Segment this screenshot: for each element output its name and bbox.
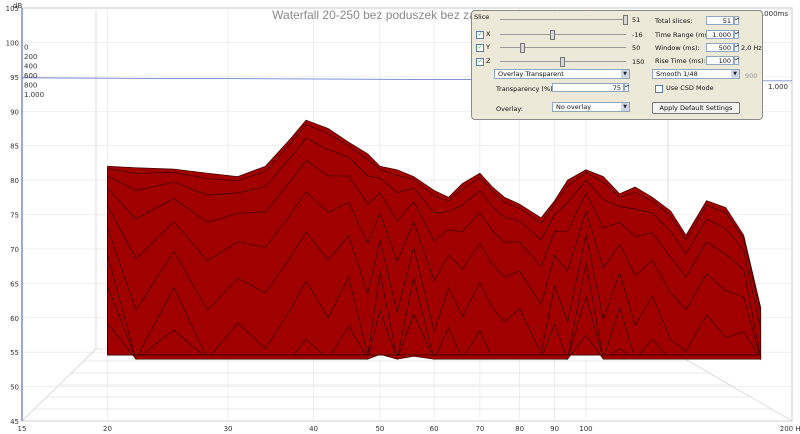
depth-tick-label: 200	[24, 53, 37, 61]
overlay-select[interactable]: No overlay ▼	[552, 102, 630, 112]
x-checkbox[interactable]: ✓	[476, 31, 484, 39]
use-csd-checkbox[interactable]	[655, 85, 663, 93]
smoothing-select[interactable]: Smooth 1/48 ▼	[652, 69, 740, 79]
x-tick-label: 100	[579, 425, 592, 433]
total-slices-label: Total slices:	[655, 17, 693, 25]
overlay-mode-value: Overlay Transparent	[498, 70, 564, 78]
time-range-spinner[interactable]: ▴▾	[734, 30, 739, 39]
z-label: Z	[486, 57, 491, 65]
rise-time-spinner[interactable]: ▴▾	[734, 56, 739, 65]
chart-title: Waterfall 20-250 bez poduszek bez zasłon	[272, 8, 498, 22]
slice-slider[interactable]	[500, 15, 628, 25]
rise-time-input[interactable]: 100	[706, 56, 734, 65]
window-label: Window (ms):	[655, 44, 700, 52]
smoothing-value: Smooth 1/48	[656, 70, 698, 78]
transparency-input[interactable]: 75	[552, 83, 624, 92]
y-tick-label: 85	[10, 143, 19, 151]
overlay-mode-select[interactable]: Overlay Transparent ▼	[494, 69, 630, 79]
x-tick-label: 200 Hz	[780, 425, 800, 433]
x-tick-label: 60	[430, 425, 439, 433]
x-tick-label: 40	[309, 425, 318, 433]
axes: 45 50 55 60 65 70 75 80 85 90 95 100 105 15 20 30 40 50 60…	[6, 5, 800, 433]
x-slider[interactable]	[500, 30, 626, 40]
y-tick-label: 105	[6, 5, 19, 13]
use-csd-label: Use CSD Mode	[666, 84, 714, 92]
time-axis-label-top: 1.000ms	[757, 10, 788, 18]
y-slider-thumb[interactable]	[520, 43, 525, 53]
depth-tick-label: 600	[24, 72, 37, 80]
x-tick-label: 30	[224, 425, 233, 433]
y-value: 50	[632, 44, 641, 52]
x-tick-label: 90	[550, 425, 559, 433]
x-tick-label: 20	[103, 425, 112, 433]
chevron-down-icon[interactable]: ▼	[731, 70, 739, 78]
x-slider-thumb[interactable]	[550, 30, 555, 40]
y-tick-label: 50	[10, 384, 19, 392]
x-value: -16	[632, 31, 643, 39]
time-axis-label-right: 1.000	[768, 83, 788, 91]
slice-value: 51	[632, 16, 641, 24]
z-slider[interactable]	[500, 57, 626, 67]
x-label: X	[486, 30, 491, 38]
window-spinner[interactable]: ▴▾	[734, 43, 739, 52]
rise-time-label: Rise Time (ms):	[655, 57, 706, 65]
depth-tick-label: 800	[24, 81, 37, 89]
z-slider-thumb[interactable]	[560, 57, 565, 67]
x-tick-label: 80	[515, 425, 524, 433]
window-input[interactable]: 500	[706, 43, 734, 52]
transparency-spinner[interactable]: ▴▾	[624, 83, 629, 92]
y-tick-label: 100	[6, 39, 19, 47]
apply-default-settings-button[interactable]: Apply Default Settings	[652, 102, 740, 114]
y-tick-label: 45	[10, 418, 19, 426]
smoothing-side: 900	[745, 72, 758, 80]
chevron-down-icon[interactable]: ▼	[621, 70, 629, 78]
x-tick-label: 50	[375, 425, 384, 433]
x-tick-label: 15	[18, 425, 27, 433]
chevron-down-icon[interactable]: ▼	[621, 103, 629, 111]
overlay-value: No overlay	[556, 103, 592, 111]
z-checkbox[interactable]: ✓	[476, 58, 484, 66]
depth-tick-label: 400	[24, 62, 37, 70]
y-tick-label: 55	[10, 349, 19, 357]
y-tick-label: 60	[10, 315, 19, 323]
y-axis-label: dB	[13, 2, 22, 10]
slice-slider-thumb[interactable]	[623, 15, 628, 25]
time-range-label: Time Range (ms):	[655, 31, 713, 39]
y-tick-label: 80	[10, 177, 19, 185]
z-value: 150	[632, 58, 645, 66]
waterfall-surface	[107, 119, 762, 361]
y-tick-label: 75	[10, 212, 19, 220]
time-range-input[interactable]: 1.000	[706, 30, 734, 39]
waterfall-controls-panel: Slice 51 ✓ X -16 ✓ Y 50 ✓ Z 150 Total sl…	[471, 10, 763, 120]
y-tick-label: 95	[10, 74, 19, 82]
transparency-label: Transparency (%):	[496, 85, 555, 93]
y-checkbox[interactable]: ✓	[476, 44, 484, 52]
total-slices-input[interactable]: 51	[706, 16, 734, 25]
y-slider[interactable]	[500, 43, 626, 53]
slice-label: Slice	[474, 13, 490, 21]
y-tick-label: 65	[10, 280, 19, 288]
overlay-label: Overlay:	[496, 105, 523, 113]
window-hz: 2,0 Hz	[741, 44, 762, 52]
x-tick-label: 70	[475, 425, 484, 433]
y-label: Y	[486, 43, 490, 51]
depth-tick-label: 0	[24, 43, 28, 51]
total-slices-spinner[interactable]: ▴▾	[734, 16, 739, 25]
depth-edge	[21, 348, 97, 422]
y-tick-label: 70	[10, 246, 19, 254]
y-tick-label: 90	[10, 108, 19, 116]
depth-edge	[667, 348, 793, 422]
waterfall-slice	[107, 322, 762, 360]
depth-tick-label: 1.000	[24, 91, 44, 99]
